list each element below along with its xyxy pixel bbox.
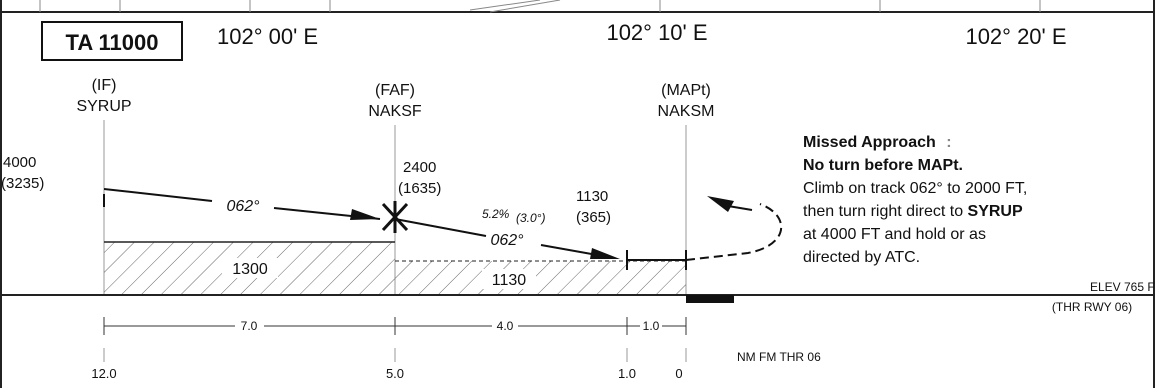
- altitude-1130: 1130: [576, 188, 608, 205]
- svg-text:Missed Approach :: Missed Approach :: [803, 134, 952, 151]
- distance-tick-5: 5.0: [386, 366, 404, 381]
- glide-path-label: 5.2% (3.0°): [482, 207, 545, 225]
- ta-box-text: TA 11000: [66, 30, 159, 55]
- ta-box: TA 11000: [41, 21, 183, 61]
- altitude-height-365: (365): [576, 209, 611, 226]
- altitude-height-1635: (1635): [398, 180, 441, 197]
- longitude-label-3: 102° 20' E: [965, 24, 1066, 49]
- missed-approach-text: Missed Approach : No turn before MAPt. C…: [803, 134, 1027, 266]
- segment-distance-1: 7.0: [241, 319, 258, 333]
- elevation-label: ELEV 765 FT: [1090, 280, 1155, 294]
- distance-tick-12: 12.0: [91, 366, 116, 381]
- minimum-altitude-area-1130: 1130: [395, 260, 686, 295]
- altitude-2400: 2400: [403, 159, 436, 176]
- distance-tick-1: 1.0: [618, 366, 636, 381]
- flight-path: [103, 188, 783, 270]
- faf-cross-marker: [381, 201, 409, 233]
- missed-approach-title: Missed Approach: [803, 134, 936, 151]
- distance-tick-0: 0: [675, 366, 682, 381]
- fix-name-syrup: SYRUP: [76, 98, 131, 115]
- minimum-altitude-area-1300: 1300: [104, 241, 395, 295]
- altitude-height-3235: (3235): [1, 175, 44, 192]
- glide-gradient: 5.2%: [482, 207, 510, 221]
- missed-approach-fix: SYRUP: [968, 203, 1023, 220]
- altitude-4000: 4000: [3, 154, 36, 171]
- fix-role-mapt: (MAPt): [661, 82, 711, 99]
- segment-distance-2: 4.0: [497, 319, 514, 333]
- glide-angle: (3.0°): [516, 211, 545, 225]
- svg-text:then turn right direct to SYRU: then turn right direct to SYRUP: [803, 203, 1023, 220]
- track-label-1: 062°: [226, 198, 260, 215]
- missed-approach-line5: directed by ATC.: [803, 249, 920, 266]
- elevation-reference: (THR RWY 06): [1052, 300, 1132, 314]
- segment-distance-scale: 7.0 4.0 1.0: [103, 317, 687, 335]
- fix-name-naksf: NAKSF: [368, 103, 422, 120]
- runway-bar: [686, 295, 734, 303]
- distance-from-threshold-scale: 12.0 5.0 1.0 0 NM FM THR 06: [91, 348, 821, 381]
- missed-approach-line3: then turn right direct to: [803, 203, 968, 220]
- fix-name-naksm: NAKSM: [658, 103, 715, 120]
- missed-approach-line4: at 4000 FT and hold or as: [803, 226, 986, 243]
- fix-role-faf: (FAF): [375, 82, 415, 99]
- missed-approach-colon: :: [946, 134, 951, 151]
- fix-role-if: (IF): [92, 77, 117, 94]
- segment-distance-3: 1.0: [643, 319, 660, 333]
- missed-approach-line2: Climb on track 062° to 2000 FT,: [803, 180, 1027, 197]
- distance-scale-label: NM FM THR 06: [737, 350, 821, 364]
- longitude-label-2: 102° 10' E: [606, 20, 707, 45]
- min-alt-1300: 1300: [232, 261, 268, 278]
- missed-approach-line1: No turn before MAPt.: [803, 157, 963, 174]
- min-alt-1130: 1130: [492, 272, 527, 289]
- longitude-label-1: 102° 00' E: [217, 24, 318, 49]
- top-map-strip: [0, 0, 1155, 13]
- track-label-2: 062°: [490, 232, 524, 249]
